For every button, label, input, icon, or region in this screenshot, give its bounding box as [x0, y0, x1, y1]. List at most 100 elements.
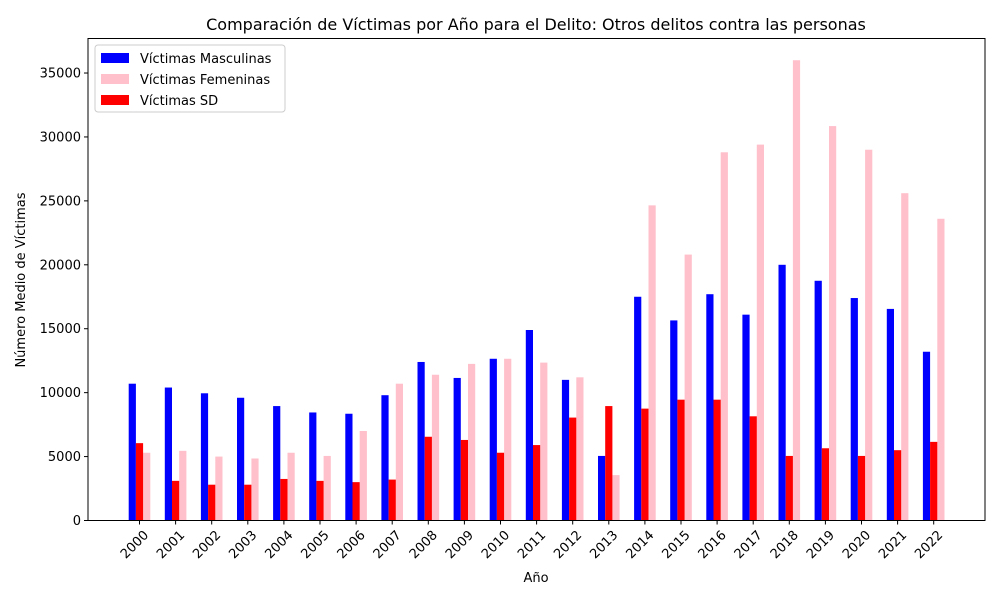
bar-masculinas: [778, 264, 786, 521]
x-tick-label: 2017: [732, 528, 766, 562]
bar-sd: [244, 484, 252, 521]
bar-femeninas: [431, 374, 440, 521]
bar-femeninas: [251, 458, 259, 521]
y-tick-label: 35000: [40, 67, 81, 82]
x-tick-label: 2000: [118, 528, 152, 562]
bar-femeninas: [865, 149, 873, 521]
bar-femeninas: [215, 456, 223, 521]
plot-frame: [87, 38, 986, 521]
y-tick-label: 20000: [40, 258, 81, 273]
bar-femeninas: [720, 152, 728, 521]
bar-sd: [569, 417, 577, 521]
bar-masculinas: [128, 383, 136, 521]
bar-masculinas: [598, 455, 606, 521]
bar-sd: [713, 399, 721, 521]
bar-masculinas: [417, 361, 425, 521]
bar-sd: [172, 480, 180, 521]
x-tick-label: 2007: [371, 528, 405, 562]
bar-masculinas: [706, 294, 714, 521]
y-ticks: 0 5000 10000 15000 20000 25000 30000 35000: [40, 67, 88, 529]
legend-swatch: [101, 53, 129, 63]
bar-masculinas: [164, 387, 172, 521]
bar-sd: [894, 450, 902, 521]
bar-femeninas: [359, 431, 367, 521]
x-tick-label: 2020: [840, 528, 874, 562]
bar-femeninas: [395, 383, 403, 521]
bar-femeninas: [540, 362, 548, 521]
x-tick-label: 2021: [876, 528, 910, 562]
bar-sd: [785, 455, 793, 521]
bar-masculinas: [489, 358, 497, 521]
x-tick-label: 2011: [515, 528, 549, 562]
bar-sd: [280, 478, 288, 521]
legend-label: Víctimas Femeninas: [140, 73, 270, 88]
x-tick-label: 2008: [407, 528, 441, 562]
bar-sd: [135, 443, 144, 521]
bar-sd: [749, 416, 757, 521]
bar-femeninas: [287, 452, 295, 521]
x-tick-label: 2001: [154, 528, 188, 562]
bar-sd: [208, 484, 216, 521]
x-tick-label: 2005: [299, 528, 333, 562]
x-tick-label: 2010: [479, 528, 513, 562]
x-tick-label: 2016: [696, 528, 730, 562]
bar-femeninas: [648, 205, 656, 521]
bar-masculinas: [309, 412, 317, 521]
bar-sd: [641, 408, 649, 521]
bar-femeninas: [792, 60, 801, 521]
legend-label: Víctimas SD: [140, 94, 218, 109]
x-tick-label: 2006: [335, 528, 369, 562]
bar-masculinas: [345, 413, 353, 521]
bar-masculinas: [922, 351, 931, 521]
bar-sd: [388, 479, 396, 521]
x-tick-label: 2013: [587, 528, 621, 562]
bar-masculinas: [525, 330, 533, 521]
bar-masculinas: [200, 393, 209, 521]
x-axis-label: Año: [523, 571, 548, 586]
legend: Víctimas Masculinas Víctimas Femeninas Víc…: [94, 44, 286, 113]
bar-sd: [857, 455, 866, 521]
bar-femeninas: [576, 377, 584, 521]
bar-femeninas: [504, 358, 512, 521]
bar-femeninas: [901, 193, 909, 521]
x-tick-label: 2014: [623, 528, 657, 562]
bar-sd: [821, 448, 829, 521]
legend-swatch: [101, 95, 129, 105]
bar-sd: [424, 436, 432, 521]
bar-femeninas: [829, 126, 837, 521]
x-tick-label: 2019: [804, 528, 838, 562]
x-tick-label: 2004: [262, 528, 296, 562]
y-tick-label: 5000: [48, 450, 81, 465]
y-tick-label: 30000: [40, 130, 81, 145]
x-tick-label: 2018: [768, 528, 802, 562]
legend-label: Víctimas Masculinas: [140, 52, 272, 67]
bar-masculinas: [742, 314, 750, 521]
bar-femeninas: [323, 455, 331, 521]
legend-swatch: [101, 74, 129, 84]
x-tick-label: 2012: [551, 528, 585, 562]
bar-femeninas: [937, 218, 945, 521]
bar-masculinas: [634, 296, 642, 521]
bar-femeninas: [684, 254, 692, 521]
y-tick-label: 10000: [40, 386, 81, 401]
bar-sd: [316, 480, 324, 521]
y-tick-label: 25000: [40, 194, 81, 209]
bar-femeninas: [612, 475, 620, 521]
bar-sd: [605, 406, 613, 521]
bar-femeninas: [179, 450, 187, 521]
bar-sd: [352, 482, 360, 521]
bar-sd: [460, 439, 468, 521]
x-tick-label: 2003: [226, 528, 260, 562]
bar-sd: [496, 452, 505, 521]
y-axis-label: Número Medio de Víctimas: [14, 192, 29, 367]
bar-masculinas: [381, 395, 389, 521]
x-tick-label: 2022: [912, 528, 946, 562]
bar-masculinas: [886, 308, 894, 521]
bar-femeninas: [143, 452, 151, 521]
legend-box: [94, 44, 286, 113]
bar-masculinas: [814, 280, 822, 521]
bar-masculinas: [237, 397, 245, 521]
x-tick-label: 2009: [443, 528, 477, 562]
bar-masculinas: [670, 320, 678, 521]
